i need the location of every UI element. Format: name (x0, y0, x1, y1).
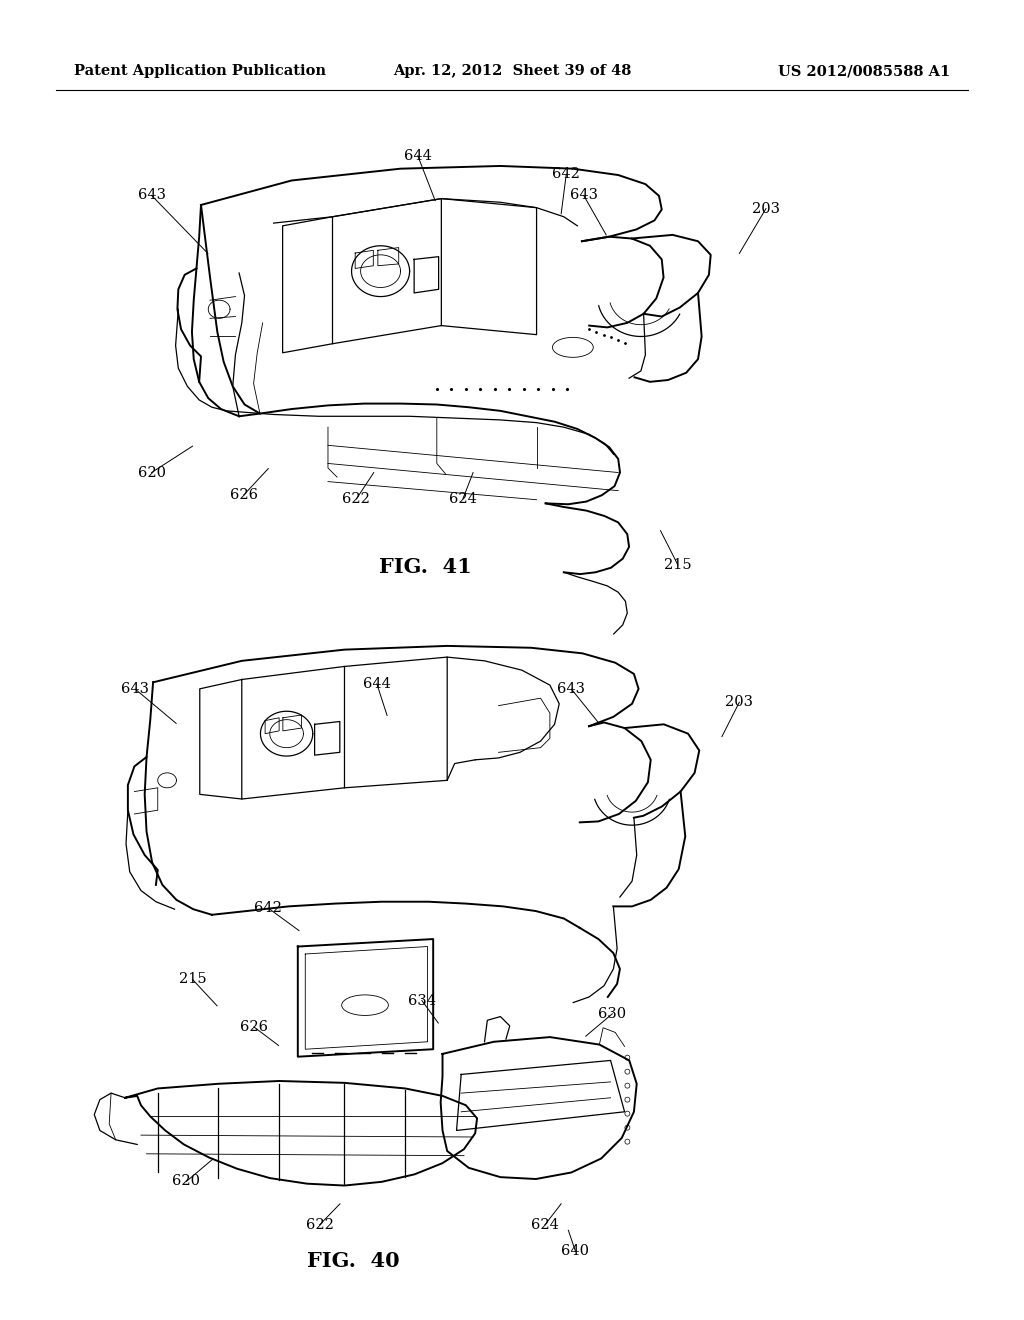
Text: 620: 620 (172, 1175, 201, 1188)
Text: FIG.  41: FIG. 41 (379, 557, 471, 577)
Text: Apr. 12, 2012  Sheet 39 of 48: Apr. 12, 2012 Sheet 39 of 48 (393, 65, 631, 78)
Text: 634: 634 (408, 994, 436, 1007)
Text: 643: 643 (137, 189, 166, 202)
Text: Patent Application Publication: Patent Application Publication (74, 65, 326, 78)
Text: 622: 622 (342, 492, 371, 506)
Text: 644: 644 (362, 677, 391, 690)
Text: 203: 203 (752, 202, 780, 215)
Text: 626: 626 (229, 488, 258, 502)
Text: 620: 620 (137, 466, 166, 479)
Text: FIG.  40: FIG. 40 (307, 1251, 399, 1271)
Text: 642: 642 (254, 902, 283, 915)
Text: 215: 215 (665, 558, 691, 572)
Text: US 2012/0085588 A1: US 2012/0085588 A1 (778, 65, 950, 78)
Text: 643: 643 (569, 189, 598, 202)
Text: 640: 640 (561, 1245, 590, 1258)
Text: 624: 624 (530, 1218, 559, 1232)
Text: 630: 630 (598, 1007, 627, 1020)
Text: 626: 626 (240, 1020, 268, 1034)
Text: 643: 643 (557, 682, 586, 696)
Text: 203: 203 (725, 696, 754, 709)
Text: 642: 642 (552, 168, 581, 181)
Text: 643: 643 (121, 682, 150, 696)
Text: 644: 644 (403, 149, 432, 162)
Text: 215: 215 (179, 973, 206, 986)
Text: 624: 624 (449, 492, 477, 506)
Text: 622: 622 (305, 1218, 334, 1232)
